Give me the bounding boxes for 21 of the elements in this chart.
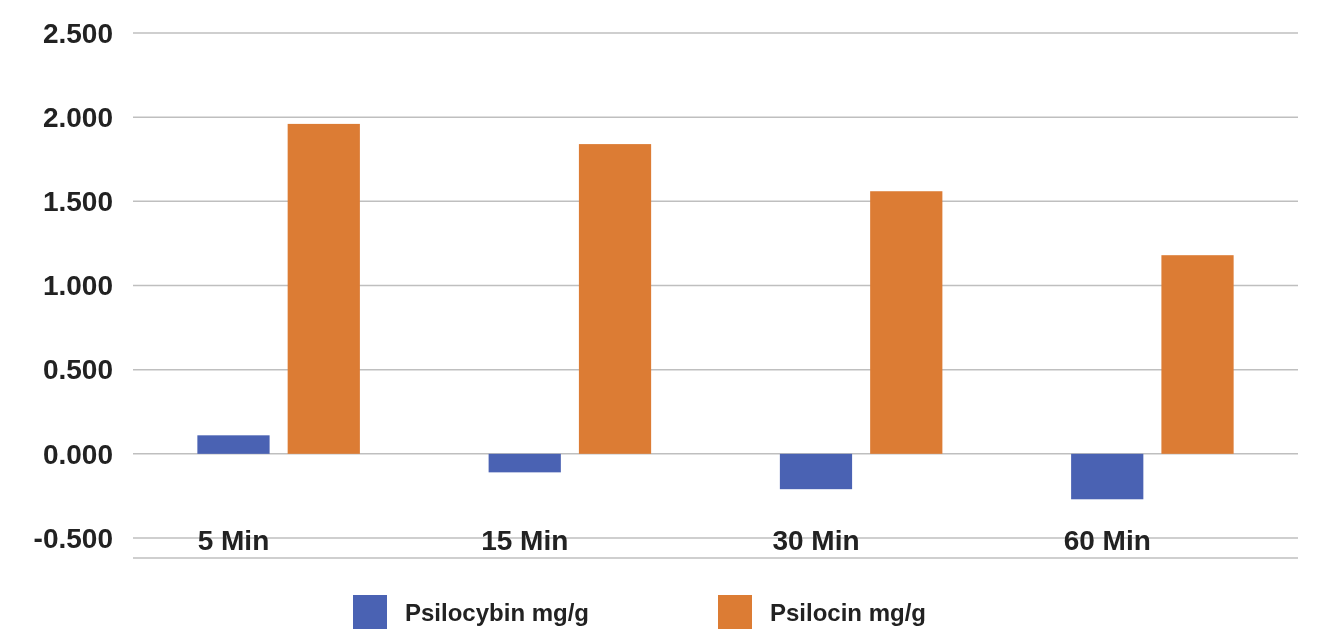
y-tick-label: 1.000 [42, 270, 113, 302]
y-tick-label: 1.500 [42, 186, 113, 218]
bar [488, 453, 561, 473]
y-tick-label: 0.500 [42, 354, 113, 386]
y-tick-label: 2.500 [42, 17, 113, 49]
bar [1071, 453, 1144, 500]
x-tick-label: 60 Min [1063, 525, 1151, 556]
x-tick-label: 15 Min [481, 525, 569, 556]
x-tick-label: 5 Min [197, 525, 270, 556]
y-tick-label: 0.000 [42, 438, 113, 470]
bar [870, 191, 943, 454]
bar [287, 123, 360, 454]
legend-label: Psilocybin mg/g [405, 599, 590, 627]
bar [779, 453, 853, 490]
y-tick-label: -0.500 [33, 522, 113, 554]
bar [1161, 255, 1234, 454]
bar [578, 144, 652, 454]
bar [197, 435, 270, 454]
x-tick-label: 30 Min [772, 525, 860, 556]
legend-label: Psilocin mg/g [770, 599, 927, 627]
y-tick-label: 2.000 [42, 101, 113, 133]
